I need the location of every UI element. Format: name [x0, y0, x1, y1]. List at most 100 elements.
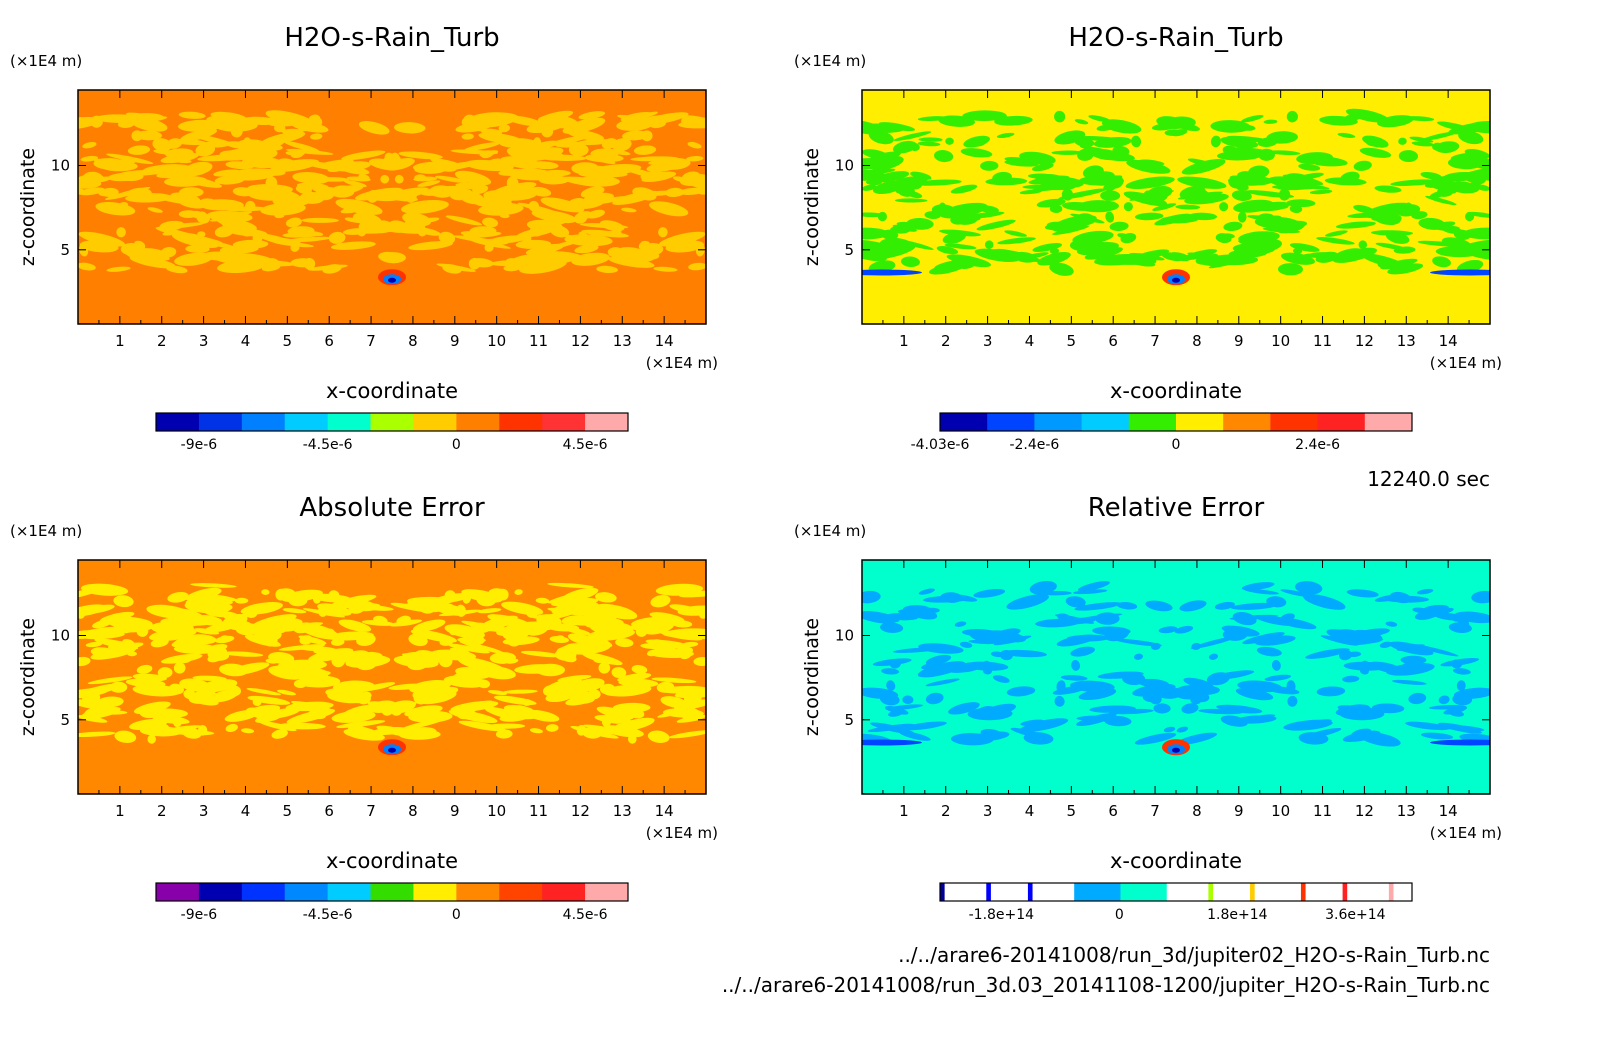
contour-blob — [1181, 703, 1199, 714]
panel-3: Absolute Error(×1E4 m)1 2 3 4 5 6 7 8 9 10 11 12 13 1… — [10, 493, 718, 923]
contour-blob — [355, 187, 403, 201]
x-tick-label: 8 — [408, 332, 418, 350]
contour-blob — [611, 667, 627, 679]
contour-blob — [202, 644, 228, 654]
contour-blob — [571, 252, 610, 266]
contour-blob — [412, 619, 446, 632]
contour-blob — [529, 728, 543, 734]
contour-blob — [683, 691, 702, 705]
contour-blob — [1179, 600, 1207, 612]
contour-blob — [1208, 653, 1219, 660]
z-unit-label: (×1E4 m) — [10, 52, 82, 70]
contour-blob — [1092, 626, 1131, 636]
contour-blob — [1420, 131, 1459, 141]
colorbar-swatch — [1081, 413, 1130, 431]
colorbar-tick-label: 0 — [1172, 437, 1181, 453]
contour-blob — [195, 614, 223, 626]
contour-blob — [1091, 148, 1120, 161]
contour-blob — [532, 210, 574, 223]
contour-blob — [444, 590, 456, 602]
contour-blob — [1404, 116, 1435, 122]
contour-blob — [185, 161, 213, 175]
colorbar-tick-label: 0 — [452, 437, 461, 453]
contour-blob — [1453, 687, 1490, 699]
x-tick-label: 4 — [241, 332, 251, 350]
y-tick-label: 5 — [60, 241, 70, 259]
contour-blob — [1411, 141, 1435, 147]
contour-blob — [1117, 602, 1138, 610]
contour-blob — [628, 734, 637, 744]
contour-blob — [503, 704, 535, 715]
contour-blob — [108, 641, 131, 654]
contour-blob — [902, 721, 947, 731]
contour-blob — [1453, 229, 1471, 240]
contour-blob — [681, 115, 706, 126]
contour-blob — [461, 133, 474, 140]
x-tick-label: 9 — [1234, 332, 1244, 350]
contour-blob — [1305, 727, 1342, 739]
contour-blob — [1320, 635, 1359, 646]
contour-blob — [1287, 695, 1298, 707]
contour-blob — [196, 211, 207, 221]
contour-blob — [82, 142, 97, 149]
contour-blob — [1475, 184, 1490, 191]
contour-blob — [565, 695, 593, 706]
colorbar-tick-label: -9e-6 — [181, 907, 218, 923]
contour-blob — [1089, 705, 1136, 713]
colorbar-swatch — [284, 413, 329, 431]
contour-blob — [1345, 108, 1390, 123]
contour-blob — [1405, 721, 1450, 731]
contour-blob — [410, 629, 457, 643]
contour-blob — [1454, 611, 1490, 624]
contour-blob — [240, 601, 283, 615]
contour-blob — [274, 213, 285, 219]
edge-feature-right — [1430, 269, 1490, 276]
contour-blob — [483, 190, 515, 203]
x-tick-label: 1 — [115, 802, 125, 820]
contour-blob — [917, 661, 966, 678]
contour-blob — [478, 665, 516, 680]
contour-blob — [1023, 252, 1049, 259]
contour-blob — [109, 681, 128, 693]
colorbar-swatch — [156, 413, 200, 431]
contour-blob — [147, 734, 156, 744]
x-tick-label: 8 — [408, 802, 418, 820]
contour-blob — [408, 710, 453, 723]
x-tick-label: 12 — [571, 802, 590, 820]
contour-blob — [164, 175, 208, 187]
contour-blob — [1292, 248, 1303, 254]
x-axis-label: x-coordinate — [326, 849, 458, 873]
contour-blob — [78, 656, 91, 667]
contour-blob — [93, 158, 127, 170]
contour-blob — [687, 141, 702, 149]
contour-blob — [438, 654, 453, 668]
z-unit-label: (×1E4 m) — [794, 52, 866, 70]
contour-blob — [1316, 686, 1346, 697]
contour-blob — [961, 629, 1000, 638]
contour-blob — [917, 116, 948, 122]
contour-blob — [358, 121, 390, 135]
contour-blob — [1347, 651, 1362, 658]
contour-blob — [242, 137, 252, 151]
contour-blob — [166, 265, 188, 274]
colorbar-swatch — [1034, 413, 1083, 431]
contour-blob — [319, 159, 354, 168]
contour-blob — [921, 662, 936, 670]
colorbar-swatch — [1342, 883, 1348, 901]
contour-blob — [505, 258, 519, 267]
contour-blob — [506, 115, 542, 127]
colorbar-tick-label: 2.4e-6 — [1295, 437, 1340, 453]
contour-blob — [184, 600, 224, 614]
contour-blob — [247, 695, 291, 705]
x-tick-label: 8 — [1192, 802, 1202, 820]
contour-blob — [411, 204, 444, 213]
x-tick-label: 11 — [529, 332, 548, 350]
x-tick-label: 13 — [1397, 332, 1416, 350]
contour-blob — [948, 594, 978, 602]
contour-blob — [106, 266, 131, 272]
contour-blob — [178, 111, 206, 119]
contour-blob — [173, 662, 186, 674]
contour-blob — [249, 704, 281, 715]
contour-blob — [330, 241, 376, 250]
colorbar-tick-label: -4.03e-6 — [911, 437, 970, 453]
